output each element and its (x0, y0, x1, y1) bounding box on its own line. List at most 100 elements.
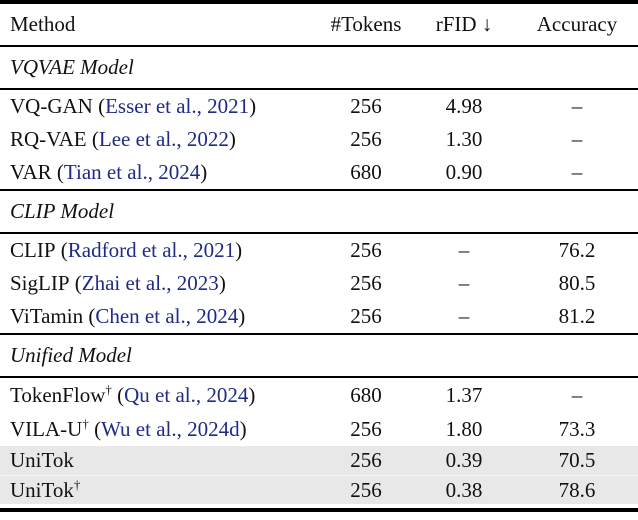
paren-close: ) (218, 271, 226, 295)
method-cell: VILA-U† (Wu et al., 2024d) (0, 417, 320, 442)
rfid-cell: 1.37 (445, 382, 483, 407)
citation-link[interactable]: Chen et al., 2024 (95, 304, 239, 328)
table-row: VQ-GAN (Esser et al., 2021) 256 4.98 – (0, 90, 638, 123)
citation-link[interactable]: Lee et al., 2022 (98, 127, 229, 151)
method-cell: CLIP (Radford et al., 2021) (0, 238, 320, 263)
accuracy-cell: – (571, 94, 583, 118)
paren-close: ) (249, 94, 257, 118)
tokens-cell: 256 (350, 448, 382, 472)
rfid-cell: 4.98 (445, 94, 483, 118)
table-row: SigLIP (Zhai et al., 2023) 256 – 80.5 (0, 267, 638, 300)
paren-open: ( (86, 127, 99, 151)
rfid-cell: 0.39 (445, 448, 483, 472)
table-rule (0, 333, 638, 335)
paren-close: ) (228, 127, 236, 151)
section-header-unified: Unified Model (0, 335, 638, 376)
citation-link[interactable]: Tian et al., 2024 (63, 160, 201, 184)
method-cell: VAR (Tian et al., 2024) (0, 160, 320, 185)
tokens-cell: 680 (350, 382, 382, 407)
table-rule (0, 376, 638, 378)
dagger-mark: † (82, 415, 89, 431)
accuracy-cell: 80.5 (558, 271, 596, 295)
tokens-cell: 256 (350, 94, 382, 118)
method-cell: UniTok (0, 448, 320, 473)
tokens-cell: 256 (350, 238, 382, 262)
tokens-cell: 256 (350, 416, 382, 441)
method-cell: TokenFlow† (Qu et al., 2024) (0, 383, 320, 408)
citation-link[interactable]: Esser et al., 2021 (105, 94, 250, 118)
method-name: UniTok (10, 477, 74, 502)
method-name: VAR (10, 160, 52, 184)
method-name: CLIP (10, 238, 56, 262)
rfid-cell: – (458, 238, 470, 262)
table-row: TokenFlow† (Qu et al., 2024) 680 1.37 – (0, 378, 638, 412)
paren-close: ) (238, 304, 246, 328)
paren-open: ( (111, 382, 125, 407)
paren-open: ( (69, 271, 82, 295)
section-header-vqvae: VQVAE Model (0, 47, 638, 88)
accuracy-cell: 76.2 (558, 238, 596, 262)
method-name: RQ-VAE (10, 127, 87, 151)
tokens-cell: 256 (350, 304, 382, 328)
section-label: VQVAE Model (10, 55, 134, 79)
table-row: RQ-VAE (Lee et al., 2022) 256 1.30 – (0, 123, 638, 156)
paren-open: ( (51, 160, 64, 184)
table-row: CLIP (Radford et al., 2021) 256 – 76.2 (0, 234, 638, 267)
method-cell: ViTamin (Chen et al., 2024) (0, 304, 320, 329)
accuracy-cell: – (571, 382, 583, 407)
table-rule (0, 88, 638, 90)
paren-close: ) (235, 238, 243, 262)
table-top-rule (0, 0, 638, 4)
paren-open: ( (88, 416, 102, 441)
table-header-row: Method #Tokens rFID ↓ Accuracy (0, 4, 638, 45)
tokens-cell: 256 (350, 477, 382, 502)
rfid-cell: 0.38 (445, 477, 483, 502)
method-name: VQ-GAN (10, 94, 93, 118)
table-rule (0, 45, 638, 47)
table-bottom-rule (0, 508, 638, 512)
paren-close: ) (200, 160, 208, 184)
method-name: SigLIP (10, 271, 70, 295)
tokens-cell: 256 (350, 271, 382, 295)
col-header-method: Method (10, 12, 76, 36)
paren-close: ) (239, 416, 247, 441)
citation-link[interactable]: Qu et al., 2024 (124, 382, 249, 407)
accuracy-cell: 81.2 (558, 304, 596, 328)
tokens-cell: 680 (350, 160, 382, 184)
accuracy-cell: 70.5 (558, 448, 596, 472)
paren-close: ) (248, 382, 256, 407)
accuracy-cell: 73.3 (558, 416, 596, 441)
citation-link[interactable]: Zhai et al., 2023 (81, 271, 219, 295)
citation-link[interactable]: Radford et al., 2021 (67, 238, 236, 262)
table-row-highlighted: UniTok† 256 0.38 78.6 (0, 475, 638, 504)
col-header-tokens: #Tokens (330, 12, 402, 36)
table-rule (0, 232, 638, 234)
col-header-accuracy: Accuracy (536, 12, 618, 36)
method-cell: RQ-VAE (Lee et al., 2022) (0, 127, 320, 152)
rfid-cell: 1.30 (445, 127, 483, 151)
tokens-cell: 256 (350, 127, 382, 151)
col-header-rfid: rFID ↓ (435, 12, 493, 36)
paren-open: ( (55, 238, 68, 262)
method-cell: VQ-GAN (Esser et al., 2021) (0, 94, 320, 119)
paren-open: ( (83, 304, 96, 328)
dagger-mark: † (105, 381, 112, 397)
dagger-mark: † (73, 476, 81, 492)
citation-link[interactable]: Wu et al., 2024d (101, 416, 240, 441)
method-name: VILA-U (10, 416, 83, 441)
method-cell: UniTok† (0, 478, 320, 503)
table-row: VILA-U† (Wu et al., 2024d) 256 1.80 73.3 (0, 412, 638, 446)
accuracy-cell: – (571, 127, 583, 151)
table-row: VAR (Tian et al., 2024) 680 0.90 – (0, 156, 638, 189)
method-cell: SigLIP (Zhai et al., 2023) (0, 271, 320, 296)
accuracy-cell: – (571, 160, 583, 184)
rfid-cell: – (458, 271, 470, 295)
rfid-cell: 0.90 (445, 160, 483, 184)
paren-open: ( (92, 94, 106, 118)
rfid-cell: – (458, 304, 470, 328)
method-name: UniTok (10, 448, 74, 472)
rfid-cell: 1.80 (445, 416, 483, 441)
accuracy-cell: 78.6 (558, 477, 596, 502)
section-label: CLIP Model (10, 199, 115, 223)
